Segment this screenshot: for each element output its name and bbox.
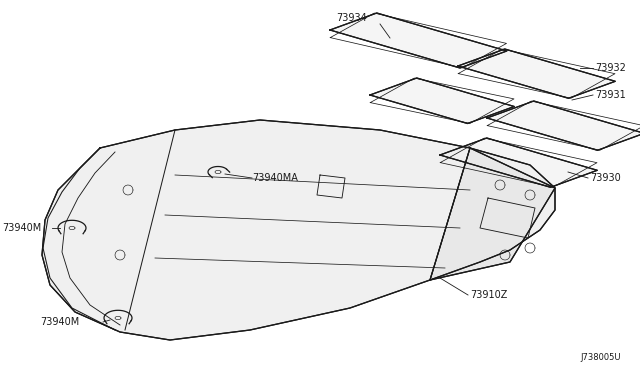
Polygon shape bbox=[458, 49, 615, 98]
Text: 73934: 73934 bbox=[337, 13, 367, 23]
Polygon shape bbox=[370, 78, 515, 124]
Text: 73910Z: 73910Z bbox=[470, 290, 508, 300]
Text: 73940M: 73940M bbox=[40, 317, 79, 327]
Polygon shape bbox=[330, 13, 507, 68]
Polygon shape bbox=[42, 120, 555, 340]
Text: J738005U: J738005U bbox=[580, 353, 621, 362]
Polygon shape bbox=[430, 148, 555, 280]
Text: 73930: 73930 bbox=[590, 173, 621, 183]
Text: 73940M: 73940M bbox=[2, 223, 41, 233]
Text: 73932: 73932 bbox=[595, 63, 626, 73]
Polygon shape bbox=[440, 138, 597, 187]
Polygon shape bbox=[487, 101, 640, 150]
Text: 73931: 73931 bbox=[595, 90, 626, 100]
Text: 73940MA: 73940MA bbox=[252, 173, 298, 183]
